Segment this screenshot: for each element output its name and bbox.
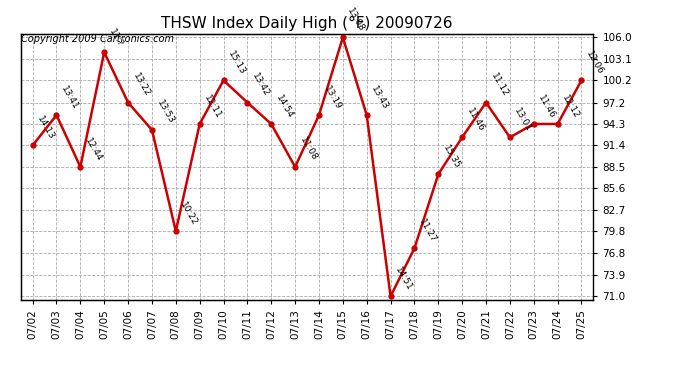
Text: 10:22: 10:22 (179, 200, 199, 227)
Text: Copyright 2009 Cartronics.com: Copyright 2009 Cartronics.com (21, 34, 174, 44)
Text: 11:46: 11:46 (465, 106, 486, 133)
Text: 14:54: 14:54 (274, 93, 295, 120)
Text: 13:01: 13:01 (513, 106, 533, 133)
Text: 14:13: 14:13 (35, 114, 56, 141)
Text: 15:13: 15:13 (226, 49, 247, 76)
Text: 11:27: 11:27 (417, 217, 438, 244)
Text: 11:12: 11:12 (489, 72, 509, 98)
Text: 11:?: 11:? (107, 27, 124, 48)
Text: 13:08: 13:08 (346, 6, 366, 33)
Text: 13:22: 13:22 (131, 72, 152, 98)
Text: 13:41: 13:41 (59, 84, 80, 111)
Text: 13:42: 13:42 (250, 72, 270, 98)
Text: 13:53: 13:53 (155, 99, 175, 126)
Text: 13:43: 13:43 (369, 84, 390, 111)
Text: 14:51: 14:51 (393, 266, 414, 292)
Text: 12:06: 12:06 (584, 50, 605, 76)
Text: 11:08: 11:08 (298, 136, 319, 163)
Text: 12:44: 12:44 (83, 136, 104, 163)
Text: 15:35: 15:35 (441, 143, 462, 170)
Title: THSW Index Daily High (°F) 20090726: THSW Index Daily High (°F) 20090726 (161, 16, 453, 31)
Text: 12:11: 12:11 (202, 93, 223, 120)
Text: 11:46: 11:46 (537, 93, 558, 120)
Text: 12:12: 12:12 (560, 93, 581, 120)
Text: 13:19: 13:19 (322, 84, 342, 111)
